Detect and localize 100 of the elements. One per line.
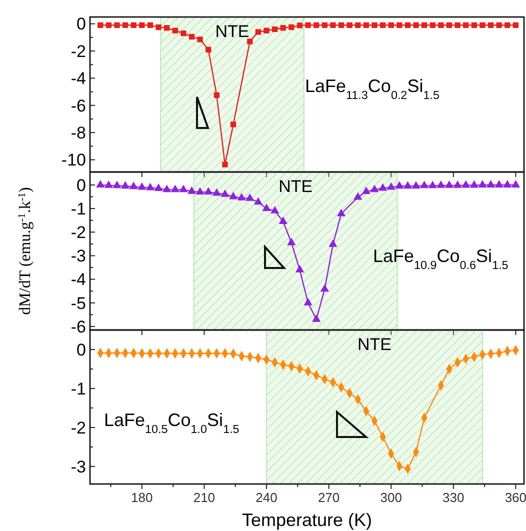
y-tick-label: -3 [70, 457, 86, 476]
point [388, 22, 394, 28]
point [420, 180, 429, 188]
point [130, 22, 136, 28]
point [322, 22, 328, 28]
y-tick-label: 0 [76, 176, 86, 195]
point [170, 184, 180, 192]
point [328, 239, 338, 247]
y-tick-label: -2 [70, 418, 86, 438]
point [386, 182, 396, 190]
y-tick-label: -6 [70, 96, 86, 116]
point [312, 314, 321, 322]
point [122, 22, 128, 28]
y-tick-label: -10 [61, 150, 86, 170]
y-tick-label: -5 [70, 294, 86, 313]
point [280, 25, 286, 31]
point [106, 22, 112, 28]
point [255, 29, 262, 35]
point [404, 22, 411, 28]
point [462, 180, 470, 188]
point [421, 22, 428, 28]
point [278, 216, 288, 224]
point [338, 22, 344, 28]
point [320, 284, 329, 292]
y-tick-label: -4 [70, 270, 86, 290]
x-tick-label: 300 [380, 490, 402, 505]
point [436, 180, 446, 188]
point [480, 22, 486, 28]
y-tick-label: -1 [70, 200, 86, 218]
point [296, 22, 303, 28]
point [363, 22, 370, 28]
x-tick-label: 210 [193, 490, 216, 505]
point [164, 25, 170, 31]
point [264, 28, 270, 34]
point [354, 192, 362, 200]
point [162, 184, 172, 192]
point [197, 36, 203, 42]
point [270, 206, 280, 214]
point [496, 22, 502, 28]
point [346, 22, 352, 28]
point [362, 186, 370, 194]
point [463, 22, 469, 28]
point [314, 22, 320, 28]
point [154, 184, 163, 191]
annotation: LaFe$_{10.9}$Co$_{0.6}$Si$_{1.5}$ [373, 246, 509, 272]
point [206, 46, 212, 52]
band-label: NTE [215, 22, 250, 41]
point [453, 180, 462, 188]
point [486, 180, 496, 188]
point [478, 180, 487, 188]
point [444, 180, 454, 188]
point [378, 183, 388, 191]
point [295, 264, 304, 272]
point [430, 22, 436, 28]
point [187, 186, 196, 194]
band-label: NTE [357, 335, 392, 354]
point [146, 182, 155, 190]
point [139, 22, 145, 28]
y-tick-label: -2 [70, 42, 86, 61]
point [214, 92, 220, 98]
point [96, 180, 105, 188]
point [228, 192, 238, 200]
point [204, 187, 213, 195]
point [196, 187, 204, 195]
annotation: LaFe$_{10.5}$Co$_{1.0}$Si$_{1.5}$ [104, 410, 240, 436]
y-tick-label: -8 [70, 124, 86, 143]
point [230, 122, 236, 128]
point [288, 24, 294, 30]
point [304, 298, 312, 306]
point [403, 181, 412, 189]
y-tick-label: 0 [76, 340, 86, 360]
point [380, 22, 386, 28]
point [454, 22, 460, 28]
point [272, 26, 278, 32]
y-tick-label: -4 [70, 69, 86, 88]
y-tick-label: -6 [70, 317, 86, 336]
point [395, 181, 404, 189]
y-tick-label: -1 [70, 379, 86, 398]
point [370, 184, 379, 192]
point [254, 197, 262, 205]
point [511, 180, 520, 188]
y-tick-label: -3 [70, 246, 86, 266]
point [412, 181, 420, 189]
y-tick-label: 0 [76, 14, 86, 34]
point [396, 22, 402, 28]
point [470, 180, 478, 188]
point [172, 28, 178, 34]
point [147, 22, 154, 28]
point [287, 238, 296, 246]
x-tick-label: 330 [442, 490, 464, 505]
point [336, 208, 346, 216]
point [512, 22, 519, 28]
band-label: NTE [278, 177, 313, 196]
y-tick-label: -2 [70, 223, 86, 242]
x-tick-label: 270 [318, 490, 340, 505]
point [372, 22, 378, 28]
point [246, 193, 254, 201]
point [138, 182, 146, 190]
point [156, 24, 162, 30]
point [129, 182, 138, 190]
